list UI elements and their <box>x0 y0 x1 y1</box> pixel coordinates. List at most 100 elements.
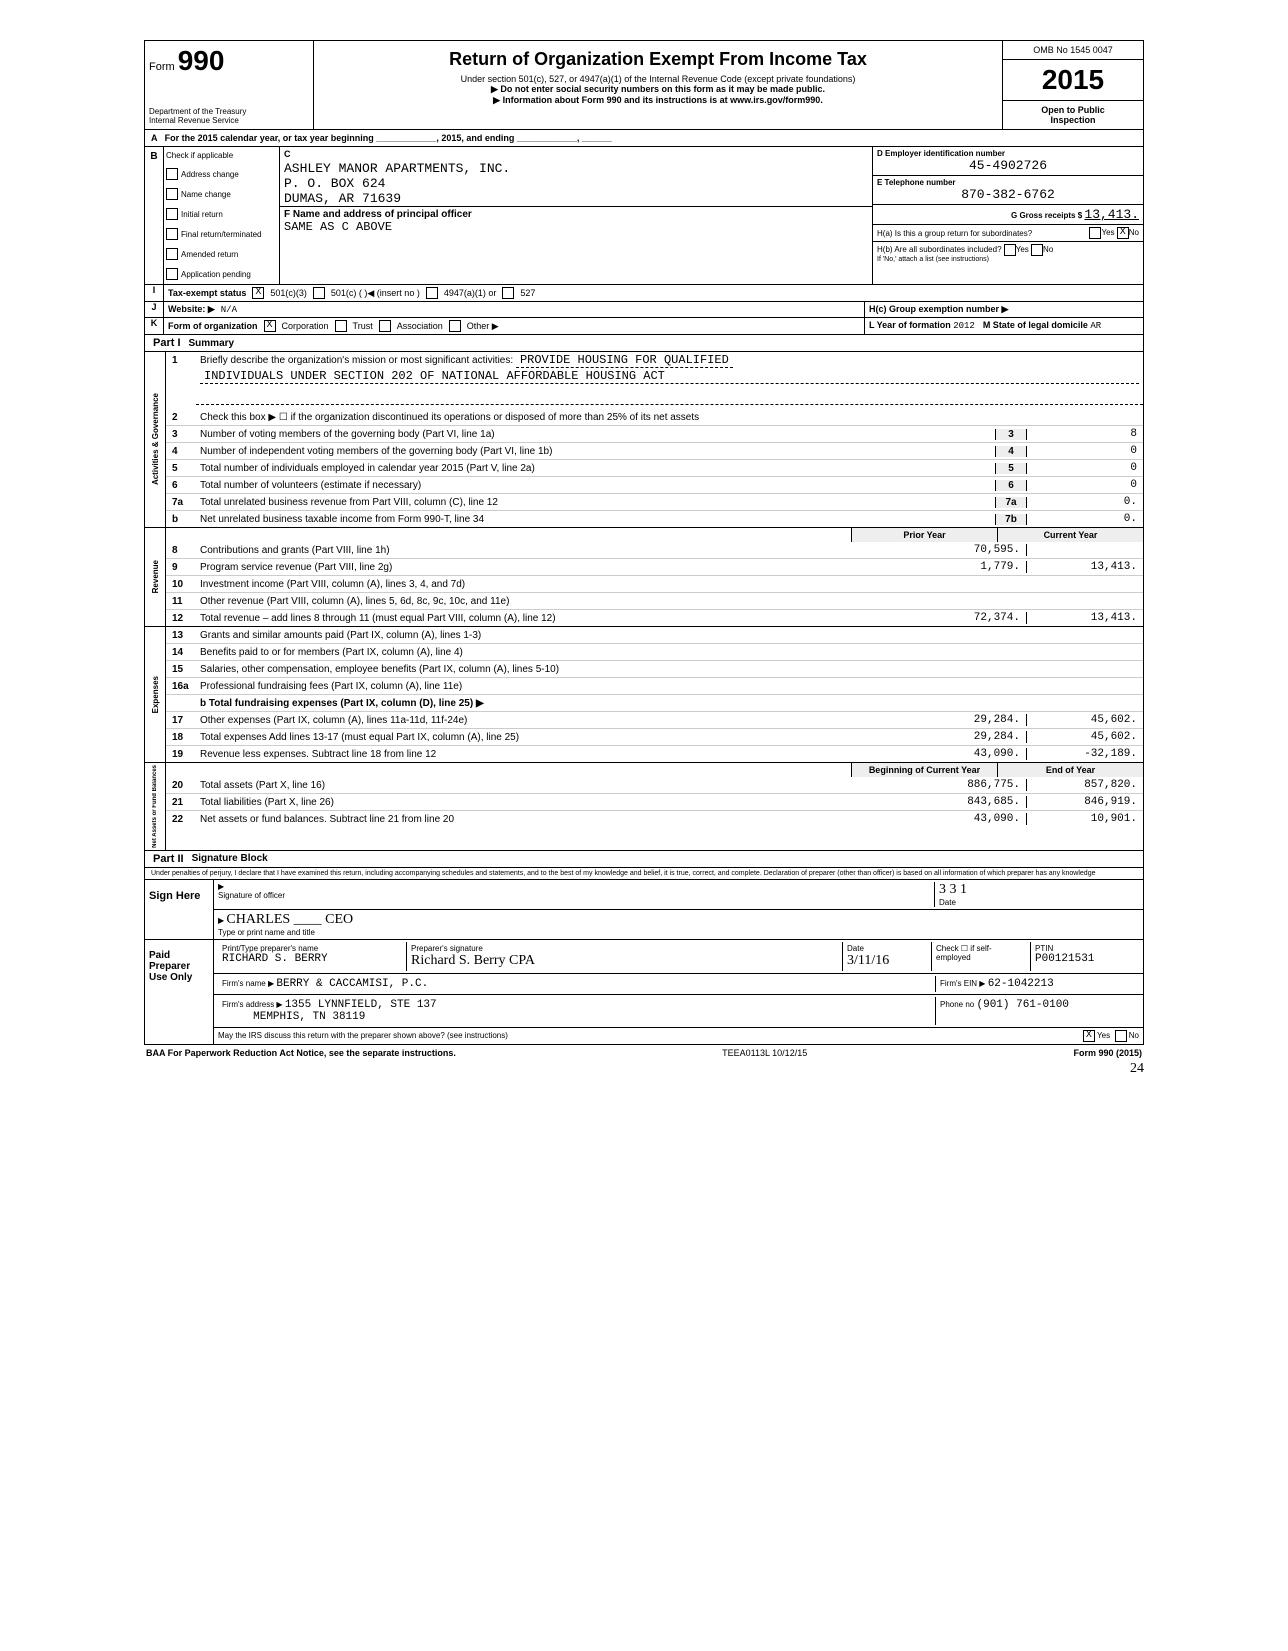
expenses-block: Expenses 13Grants and similar amounts pa… <box>144 627 1144 763</box>
phone-lbl: Phone no <box>940 1000 974 1009</box>
dept-treasury: Department of the Treasury <box>149 107 309 116</box>
omb-number: OMB No 1545 0047 <box>1003 41 1143 60</box>
ha-label: H(a) Is this a group return for subordin… <box>877 229 1032 238</box>
row-j: J Website: ▶ N/A H(c) Group exemption nu… <box>144 302 1144 318</box>
527-box[interactable] <box>502 287 514 299</box>
net-head: Beginning of Current Year End of Year <box>166 763 1143 777</box>
l5v: 0 <box>1027 462 1143 474</box>
l1-desc: Briefly describe the organization's miss… <box>200 355 513 366</box>
discuss-no-box[interactable] <box>1115 1030 1127 1042</box>
current-year-head: Current Year <box>997 528 1143 542</box>
beg-year-head: Beginning of Current Year <box>851 763 997 777</box>
l18c: 45,602. <box>1027 731 1143 743</box>
page-hand: 24 <box>144 1061 1144 1077</box>
corp-box[interactable]: X <box>264 320 276 332</box>
l9p: 1,779. <box>910 561 1027 573</box>
check-amended[interactable]: Amended return <box>164 244 279 264</box>
sign-here-block: Sign Here ▶Signature of officer 3 3 1 Da… <box>144 880 1144 940</box>
prior-year-head: Prior Year <box>851 528 997 542</box>
phone-value: 870-382-6762 <box>877 187 1139 202</box>
l21: Total liabilities (Part X, line 26) <box>196 796 910 809</box>
l9: Program service revenue (Part VIII, line… <box>196 561 910 574</box>
part1-subtitle: Summary <box>189 338 235 349</box>
501c-box[interactable] <box>313 287 325 299</box>
l7b: Net unrelated business taxable income fr… <box>196 513 995 526</box>
row-a: A For the 2015 calendar year, or tax yea… <box>144 130 1144 147</box>
l6v: 0 <box>1027 479 1143 491</box>
ha-yes-box[interactable] <box>1089 227 1101 239</box>
sig-name-hand: CHARLES ____ CEO <box>226 912 353 927</box>
header-center: Return of Organization Exempt From Incom… <box>314 41 1002 129</box>
l4v: 0 <box>1027 445 1143 457</box>
l16a: Professional fundraising fees (Part IX, … <box>196 680 910 693</box>
prep-date: 3/11/16 <box>847 953 889 968</box>
tax-exempt-label: Tax-exempt status <box>168 288 246 298</box>
hc-label: H(c) Group exemption number ▶ <box>869 304 1008 314</box>
l8p: 70,595. <box>910 544 1027 556</box>
l19c: -32,189. <box>1027 748 1143 760</box>
hb-no-box[interactable] <box>1031 244 1043 256</box>
gov-vlabel: Activities & Governance <box>151 391 160 487</box>
l12: Total revenue – add lines 8 through 11 (… <box>196 612 910 625</box>
l5: Total number of individuals employed in … <box>196 462 995 475</box>
discuss-yes-box[interactable]: X <box>1083 1030 1095 1042</box>
check-address-change[interactable]: Address change <box>164 164 279 184</box>
net-vlabel: Net Assets or Fund Balances <box>152 763 158 850</box>
form-990-container: Form 990 Department of the Treasury Inte… <box>144 40 1144 1077</box>
org-addr1: P. O. BOX 624 <box>280 176 872 191</box>
trust-box[interactable] <box>335 320 347 332</box>
firm-name-lbl: Firm's name ▶ <box>222 979 274 988</box>
part2-subtitle: Signature Block <box>192 853 268 864</box>
form-number: 990 <box>178 45 225 76</box>
paid-prep-label: Paid Preparer Use Only <box>145 940 214 1044</box>
g-block: G Gross receipts $ 13,413. <box>873 205 1143 225</box>
year-formation: 2012 <box>953 321 975 331</box>
l19p: 43,090. <box>910 748 1027 760</box>
l15: Salaries, other compensation, employee b… <box>196 663 910 676</box>
l22: Net assets or fund balances. Subtract li… <box>196 813 910 826</box>
org-name: ASHLEY MANOR APARTMENTS, INC. <box>280 161 872 176</box>
col-de: D Employer identification number 45-4902… <box>873 147 1143 284</box>
l16b: b Total fundraising expenses (Part IX, c… <box>200 698 484 709</box>
assoc-box[interactable] <box>379 320 391 332</box>
l10: Investment income (Part VIII, column (A)… <box>196 578 910 591</box>
sig-date-hand: 3 3 1 <box>939 882 967 897</box>
other-box[interactable] <box>449 320 461 332</box>
l1-val: PROVIDE HOUSING FOR QUALIFIED <box>516 353 733 368</box>
form-title: Return of Organization Exempt From Incom… <box>318 49 998 70</box>
sig-date-label: Date <box>939 898 956 907</box>
ein-value: 45-4902726 <box>877 158 1139 173</box>
gross-receipts: 13,413. <box>1084 207 1139 222</box>
footer-right: Form 990 (2015) <box>1073 1048 1142 1058</box>
check-final-return[interactable]: Final return/terminated <box>164 224 279 244</box>
col-c-main: C ASHLEY MANOR APARTMENTS, INC. P. O. BO… <box>280 147 873 284</box>
form-label: Form <box>149 61 175 73</box>
discuss-yesno: X Yes No <box>1083 1030 1139 1042</box>
check-name-change[interactable]: Name change <box>164 184 279 204</box>
e-label: E Telephone number <box>877 178 956 187</box>
col-b-label: B <box>145 147 164 284</box>
501c3-box[interactable]: X <box>252 287 264 299</box>
sign-here-label: Sign Here <box>145 880 214 939</box>
rev-vlabel: Revenue <box>151 558 160 595</box>
check-initial-return[interactable]: Initial return <box>164 204 279 224</box>
c-label: C <box>280 147 872 161</box>
subtitle-3: ▶ Information about Form 990 and its ins… <box>318 95 998 106</box>
check-app-pending[interactable]: Application pending <box>164 264 279 284</box>
l18: Total expenses Add lines 13-17 (must equ… <box>196 731 910 744</box>
l7a: Total unrelated business revenue from Pa… <box>196 496 995 509</box>
l20: Total assets (Part X, line 16) <box>196 779 910 792</box>
4947-box[interactable] <box>426 287 438 299</box>
firm-addr2: MEMPHIS, TN 38119 <box>253 1011 365 1023</box>
form-org-label: Form of organization <box>168 321 258 331</box>
hb-yes-box[interactable] <box>1004 244 1016 256</box>
l13: Grants and similar amounts paid (Part IX… <box>196 629 910 642</box>
header-left: Form 990 Department of the Treasury Inte… <box>145 41 314 129</box>
l18p: 29,284. <box>910 731 1027 743</box>
firm-name: BERRY & CACCAMISI, P.C. <box>276 978 428 990</box>
f-value: SAME AS C ABOVE <box>284 220 392 234</box>
l21c: 846,919. <box>1027 796 1143 808</box>
l6: Total number of volunteers (estimate if … <box>196 479 995 492</box>
l17: Other expenses (Part IX, column (A), lin… <box>196 714 910 727</box>
ha-no-box[interactable]: X <box>1117 227 1129 239</box>
